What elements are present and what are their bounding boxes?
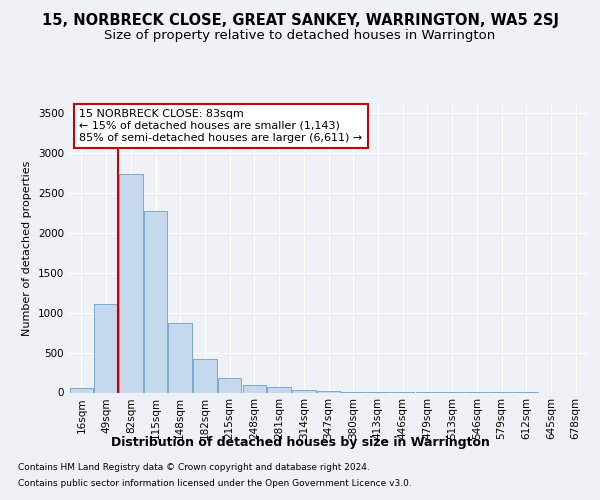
Bar — [119, 174, 143, 392]
Bar — [242, 384, 266, 392]
Bar — [94, 304, 118, 392]
Y-axis label: Number of detached properties: Number of detached properties — [22, 161, 32, 336]
Bar — [144, 211, 167, 392]
Bar — [268, 388, 291, 392]
Text: 15 NORBRECK CLOSE: 83sqm
← 15% of detached houses are smaller (1,143)
85% of sem: 15 NORBRECK CLOSE: 83sqm ← 15% of detach… — [79, 110, 362, 142]
Bar — [193, 360, 217, 392]
Text: Contains public sector information licensed under the Open Government Licence v3: Contains public sector information licen… — [18, 478, 412, 488]
Bar — [169, 323, 192, 392]
Bar — [218, 378, 241, 392]
Text: Contains HM Land Registry data © Crown copyright and database right 2024.: Contains HM Land Registry data © Crown c… — [18, 464, 370, 472]
Text: Distribution of detached houses by size in Warrington: Distribution of detached houses by size … — [110, 436, 490, 449]
Bar — [292, 390, 316, 392]
Text: 15, NORBRECK CLOSE, GREAT SANKEY, WARRINGTON, WA5 2SJ: 15, NORBRECK CLOSE, GREAT SANKEY, WARRIN… — [41, 12, 559, 28]
Bar — [70, 388, 93, 392]
Bar — [317, 391, 340, 392]
Text: Size of property relative to detached houses in Warrington: Size of property relative to detached ho… — [104, 29, 496, 42]
